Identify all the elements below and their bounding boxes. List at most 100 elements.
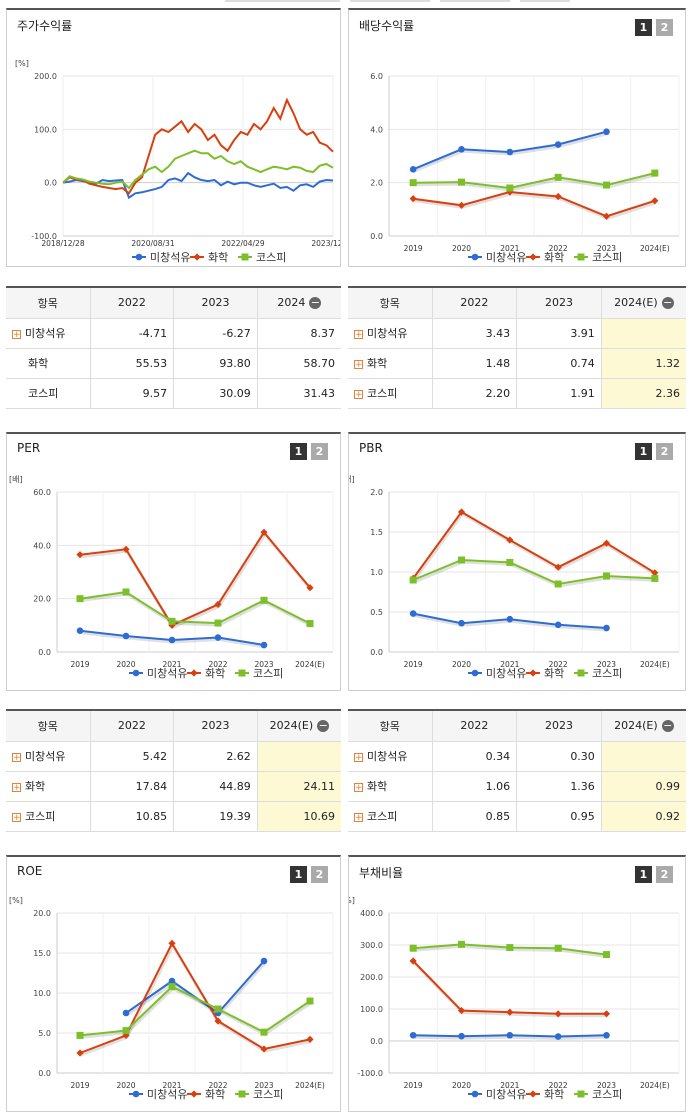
data-point-marker (193, 253, 201, 261)
y-tick-label: 15.0 (33, 949, 51, 958)
row-name[interactable]: + 화학 (348, 771, 433, 802)
expand-icon[interactable]: + (354, 359, 363, 370)
page-2-button[interactable]: 2 (311, 443, 328, 460)
legend-label: 코스피 (592, 1088, 622, 1101)
data-point-marker (190, 669, 198, 677)
y-tick-label: 0.0 (38, 648, 51, 657)
data-point-marker (471, 253, 479, 261)
page-1-button[interactable]: 1 (290, 443, 307, 460)
cell-value: 5.42 (90, 741, 175, 772)
data-point-marker (603, 572, 610, 580)
data-point-marker (260, 528, 268, 536)
table-row: + 화학 1.06 1.36 0.99 (348, 771, 686, 802)
per-table: 항목 2022 2023 2024(E) − + 미창석유 5.42 2.62 + 화학 17.84 4… (6, 709, 341, 832)
series-line-화학 (413, 190, 656, 218)
row-name[interactable]: + 코스피 (348, 378, 433, 409)
series-line-코스피 (62, 149, 334, 190)
table-row: + 미창석유 0.34 0.30 (348, 741, 686, 772)
header-year: 2023 (173, 286, 258, 319)
row-name[interactable]: + 코스피 (348, 801, 433, 832)
page-1-button[interactable]: 1 (290, 866, 307, 883)
data-point-marker (471, 1090, 479, 1098)
cell-value: 31.43 (257, 378, 341, 409)
y-tick-label: 200.0 (34, 72, 57, 81)
x-tick-label: 2020 (452, 660, 471, 669)
data-point-marker (238, 1090, 246, 1098)
cell-value: 0.30 (516, 741, 602, 772)
panel-title: PER (17, 441, 41, 455)
y-axis-unit: [배] (349, 475, 355, 484)
y-tick-label: 2.0 (370, 488, 383, 497)
collapse-icon[interactable]: − (661, 296, 674, 310)
data-point-marker (122, 1027, 130, 1035)
cell-value: -6.27 (173, 318, 258, 349)
x-tick-label: 2022 (549, 244, 568, 253)
data-point-marker (603, 1031, 610, 1039)
legend-label: 코스피 (592, 667, 622, 680)
row-name-label: 미창석유 (25, 750, 66, 763)
data-point-marker (458, 940, 465, 948)
row-name[interactable]: + 미창석유 (348, 741, 433, 772)
data-point-marker (306, 584, 314, 592)
legend-label: 코스피 (253, 1088, 283, 1101)
expand-icon[interactable]: + (12, 329, 21, 340)
collapse-icon[interactable]: − (661, 719, 674, 733)
expand-icon[interactable]: + (354, 389, 363, 400)
x-tick-label: 2024(E) (640, 244, 670, 253)
data-point-marker (135, 253, 143, 261)
y-tick-label: 0.0 (370, 232, 383, 241)
page-1-button[interactable]: 1 (635, 443, 652, 460)
row-name-label: 코스피 (367, 810, 398, 823)
series-line-화학 (62, 97, 334, 195)
cell-value: 55.53 (90, 348, 175, 379)
collapse-icon[interactable]: − (309, 296, 322, 310)
data-point-marker (577, 253, 585, 261)
page-2-button[interactable]: 2 (311, 866, 328, 883)
data-point-marker (122, 632, 130, 640)
row-name[interactable]: + 미창석유 (348, 318, 433, 349)
collapse-icon[interactable]: − (317, 719, 330, 733)
x-tick-label: 2019 (404, 1081, 423, 1090)
data-point-marker (603, 128, 610, 136)
page-2-button[interactable]: 2 (656, 443, 673, 460)
page-1-button[interactable]: 1 (635, 19, 652, 36)
table-row: 화학 55.53 93.80 58.70 (6, 348, 341, 379)
cell-value: 1.36 (516, 771, 602, 802)
legend-label: 미창석유 (147, 1088, 187, 1101)
data-point-marker (409, 576, 417, 584)
panel-title: 부채비율 (359, 866, 404, 880)
expand-icon[interactable]: + (354, 329, 363, 340)
expand-icon[interactable]: + (354, 782, 363, 793)
expand-icon[interactable]: + (12, 752, 21, 763)
expand-icon[interactable]: + (354, 812, 363, 823)
y-tick-label: 0.0 (44, 179, 57, 188)
x-tick-label: 2022 (549, 1081, 568, 1090)
page-2-button[interactable]: 2 (656, 866, 673, 883)
page-1-button[interactable]: 1 (635, 866, 652, 883)
page-2-button[interactable]: 2 (656, 19, 673, 36)
data-point-marker (506, 184, 514, 192)
data-point-marker (190, 1090, 198, 1098)
header-year: 2022 (432, 286, 518, 319)
data-point-marker (554, 944, 562, 952)
cell-value: 44.89 (173, 771, 258, 802)
data-point-marker (168, 983, 176, 991)
row-name[interactable]: + 미창석유 (6, 741, 91, 772)
row-name[interactable]: + 화학 (348, 348, 433, 379)
expand-icon[interactable]: + (12, 812, 21, 823)
row-name-label: 화학 (28, 357, 49, 370)
header-year-label: 2024 (277, 296, 306, 310)
series-line-shadow (80, 592, 312, 627)
expand-icon[interactable]: + (12, 782, 21, 793)
row-name[interactable]: + 미창석유 (6, 318, 91, 349)
cell-value: 2.36 (601, 378, 686, 409)
x-tick-label: 2019 (70, 660, 89, 669)
expand-icon[interactable]: + (354, 752, 363, 763)
row-name[interactable]: + 화학 (6, 771, 91, 802)
data-point-marker (76, 1031, 84, 1039)
data-point-marker (506, 944, 514, 952)
stock-return-panel: 주가수익률 [%] 200.0 100.0 0.0 -100.0 2018/12/28 20… (6, 8, 341, 267)
row-name[interactable]: + 코스피 (6, 801, 91, 832)
series-line-코스피 (79, 985, 311, 1037)
header-year-label: 2022 (117, 296, 146, 310)
